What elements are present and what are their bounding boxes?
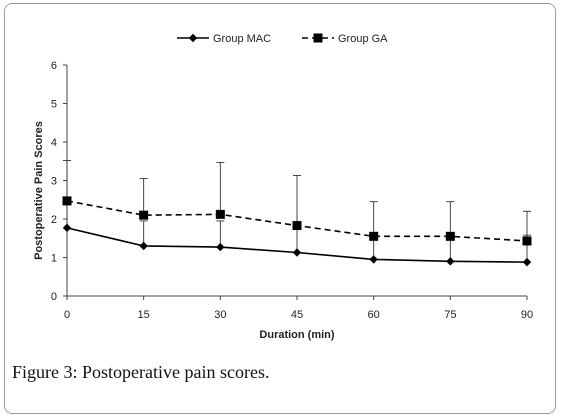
chart-marks	[62, 160, 532, 267]
y-tick-label: 1	[51, 253, 57, 265]
figure-caption: Figure 3: Postoperative pain scores.	[12, 362, 269, 383]
y-tick-label: 0	[51, 291, 57, 303]
group-mac-point	[62, 223, 72, 233]
x-axis-label: Duration (min)	[259, 329, 334, 341]
x-tick-label: 30	[214, 309, 226, 321]
group-mac-legend-marker	[188, 33, 198, 43]
x-tick-label: 45	[291, 309, 303, 321]
group-ga-legend-label: Group GA	[338, 33, 388, 45]
x-tick-label: 0	[64, 309, 70, 321]
group-mac-point	[522, 257, 532, 267]
group-ga-point	[62, 196, 72, 206]
y-tick-label: 2	[51, 214, 57, 226]
caption-text: : Postoperative pain scores.	[72, 362, 270, 382]
x-tick-label: 15	[138, 309, 150, 321]
y-tick-label: 6	[51, 60, 57, 72]
group-ga-point	[445, 231, 455, 241]
group-mac-point	[369, 255, 378, 264]
group-mac-point	[292, 248, 302, 257]
x-tick-label: 60	[368, 309, 380, 321]
chart-legend: Group MAC Group GA	[177, 33, 388, 45]
group-mac-point	[216, 242, 225, 252]
group-mac-point	[139, 241, 148, 251]
group-ga-legend-marker	[313, 33, 323, 43]
y-tick-label: 3	[51, 176, 57, 188]
group-ga-point	[292, 221, 302, 231]
y-axis-label: Postoperative Pain Scores	[33, 121, 45, 260]
group-ga-point	[369, 231, 379, 241]
x-tick-label: 90	[521, 309, 533, 321]
group-mac-legend-label: Group MAC	[213, 33, 271, 45]
x-tick-label: 75	[444, 309, 456, 321]
group-ga-point	[139, 210, 149, 220]
group-ga-point	[522, 236, 532, 246]
y-tick-label: 5	[51, 99, 57, 111]
group-mac-point	[446, 257, 455, 266]
caption-label: Figure 3	[12, 362, 73, 382]
figure-frame	[4, 3, 556, 414]
y-tick-label: 4	[51, 137, 57, 149]
group-ga-point	[215, 209, 225, 219]
